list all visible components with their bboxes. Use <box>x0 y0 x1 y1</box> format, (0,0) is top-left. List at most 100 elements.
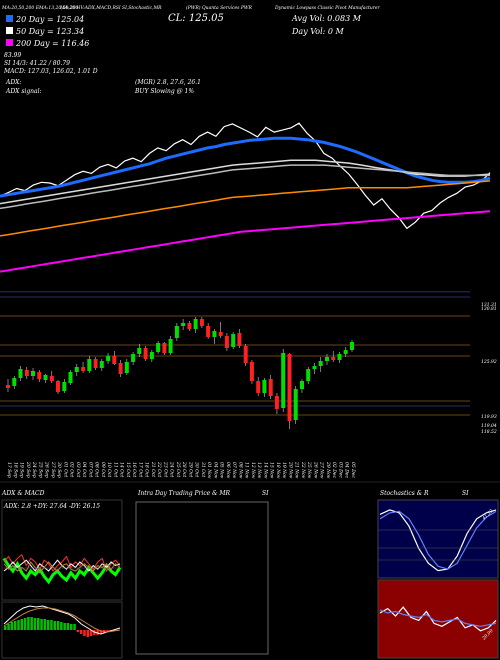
candle-body <box>218 332 223 336</box>
macd-bar <box>23 618 27 630</box>
macd-bar <box>27 617 30 630</box>
stoch-title: SI,Stochastic,MR <box>122 5 162 11</box>
adx-macd-title: ADX & MACD <box>1 490 45 497</box>
intraday-title: Intra Day Trading Price & MR <box>137 490 231 497</box>
candle-body <box>49 376 54 381</box>
macd-bar <box>17 620 20 630</box>
candle-body <box>325 357 329 361</box>
candle-body <box>350 342 354 350</box>
candle-body <box>337 354 342 360</box>
adx-aux-line <box>3 561 121 574</box>
date-label: 18 Oct <box>144 462 150 477</box>
date-label: 22 Nov <box>300 461 306 479</box>
macd-bar <box>46 620 50 630</box>
macd-bar <box>40 619 43 630</box>
date-label: 25 Sep <box>37 461 43 478</box>
candle-body <box>331 357 336 360</box>
macd-bar <box>50 620 53 630</box>
candle-body <box>306 369 311 381</box>
date-label: 28 Oct <box>181 461 187 477</box>
date-label: 19 Sep <box>19 462 25 478</box>
date-label: 04 Nov <box>212 462 218 479</box>
mr-frame <box>377 579 499 659</box>
candle-body <box>31 371 35 376</box>
candle-body <box>174 326 179 338</box>
date-label: 18 Sep <box>12 462 18 478</box>
candle-body <box>112 356 117 364</box>
date-label: 15 Oct <box>125 462 131 477</box>
candle-body <box>287 354 292 421</box>
macd-bar <box>86 630 89 637</box>
date-label: 14 Nov <box>262 462 268 479</box>
candle-body <box>268 379 273 396</box>
price-label: 119.93 <box>481 414 497 420</box>
macd-signal-line <box>3 607 121 633</box>
candle-body <box>118 363 123 374</box>
date-axis-labels: 17 Sep 18 Sep 19 Sep 20 Sep 24 Sep 25 Sep 26 S… <box>6 461 356 479</box>
candle-body <box>93 359 98 368</box>
candle-body <box>231 334 236 347</box>
stat-line-2: SI 14/3: 41.22 / 80.79 <box>4 60 70 67</box>
date-label: 20 Nov <box>288 461 294 479</box>
date-label: 22 Oct <box>156 461 162 477</box>
day-vol-label: Day Vol: 0 M <box>291 27 345 36</box>
date-label: 24 Oct <box>169 461 175 477</box>
date-label: 02 Oct <box>69 462 75 477</box>
price-label: 119.04 <box>481 423 497 429</box>
candle-body <box>300 381 304 389</box>
candle-body <box>124 362 129 373</box>
candle-body <box>281 353 286 408</box>
candle-body <box>74 367 79 372</box>
price-label: 125.92 <box>481 359 497 365</box>
candle-body <box>249 362 254 381</box>
moving-average-lines <box>0 122 491 273</box>
candle-body <box>149 352 154 359</box>
stat-line-1: 83.99 <box>4 52 21 59</box>
intraday-si: SI <box>262 490 269 497</box>
adx-label: ADX: <box>5 79 21 86</box>
macd-bar <box>20 619 23 630</box>
candle-body <box>143 348 148 359</box>
ma200-label: 200 Day = 116.46 <box>15 39 89 48</box>
candle-body <box>6 385 10 388</box>
date-label: 07 Oct <box>87 462 93 477</box>
macd-bar <box>56 621 60 630</box>
ma-line-ema50b <box>0 164 490 210</box>
macd-bar <box>33 618 37 630</box>
date-label: 20 Sep <box>25 461 31 478</box>
macd-bar <box>4 626 7 630</box>
date-label: 29 Oct <box>187 461 193 477</box>
adx-signal-label: ADX signal: <box>5 88 42 95</box>
price-label: 118.52 <box>481 429 497 435</box>
adx-signal-value: BUY Slowing @ 1% <box>134 88 194 95</box>
macd-bar <box>60 622 63 630</box>
candle-body <box>81 367 86 371</box>
legend-ma50-swatch <box>6 27 13 34</box>
date-label: 05 Dec <box>350 462 356 478</box>
macd-frame <box>1 601 123 659</box>
date-label: 10 Oct <box>106 462 112 477</box>
date-label: 17 Sep <box>6 462 12 478</box>
macd-bar <box>106 630 109 632</box>
macd-bar <box>76 630 80 632</box>
candle-body <box>99 361 104 368</box>
macd-bar <box>53 621 56 630</box>
date-label: 11 Oct <box>112 462 118 477</box>
macd-bar <box>99 630 103 634</box>
date-label: 04 Dec <box>344 462 350 478</box>
candle-body <box>237 333 242 346</box>
candle-body <box>43 375 48 380</box>
candle-body <box>168 339 173 353</box>
price-label: 130.81 <box>481 306 497 312</box>
candle-body <box>18 369 23 378</box>
date-label: 04 Oct <box>81 462 87 477</box>
candle-body <box>243 346 248 363</box>
date-label: 07 Nov <box>231 462 237 479</box>
stoch-panel-si: SI <box>462 490 469 497</box>
date-label: 01 Nov <box>206 462 212 479</box>
date-label: 21 Oct <box>150 461 156 477</box>
date-label: 24 Sep <box>31 461 37 478</box>
macd-bar <box>37 618 40 630</box>
macd-bar <box>10 622 14 630</box>
